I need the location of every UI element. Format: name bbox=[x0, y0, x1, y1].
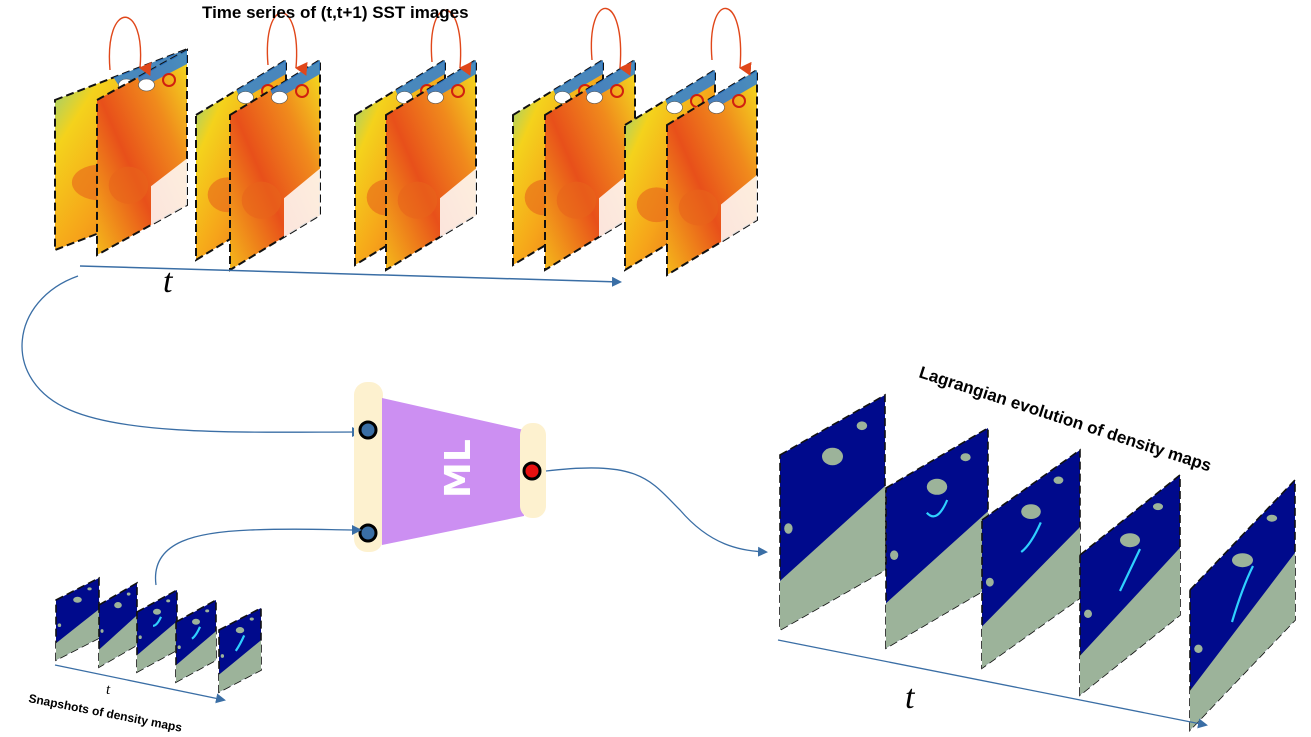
sst-image-panel bbox=[229, 58, 321, 272]
density-snapshot-series bbox=[55, 576, 262, 694]
ml-output-node bbox=[522, 461, 542, 481]
pair-arrow bbox=[710, 7, 752, 76]
density-map-panel bbox=[1189, 478, 1296, 732]
pair-arrow bbox=[590, 7, 632, 76]
sst-time-axis bbox=[79, 265, 622, 287]
sst-image-panel bbox=[666, 68, 758, 277]
density-map-panel bbox=[885, 426, 989, 650]
density-map-panel bbox=[218, 606, 262, 694]
pair-arrow bbox=[266, 12, 308, 76]
sst-title: Time series of (t,t+1) SST images bbox=[202, 3, 469, 22]
density-map-panel bbox=[136, 588, 178, 674]
lagrangian-density-series bbox=[779, 393, 1296, 732]
lagrangian-time-label: t bbox=[905, 679, 916, 716]
ml-label: ML bbox=[438, 439, 479, 498]
ml-body bbox=[382, 398, 524, 545]
sst-to-ml-connector bbox=[21, 275, 362, 438]
sst-image-panel bbox=[385, 58, 477, 272]
density-snapshot-time-label: t bbox=[106, 682, 111, 698]
density-map-panel bbox=[1079, 473, 1181, 697]
ml-model-block: ML bbox=[354, 382, 546, 552]
density-map-panel bbox=[981, 448, 1081, 670]
density-map-panel bbox=[55, 576, 100, 662]
density-map-panel bbox=[779, 393, 886, 632]
lagrangian-time-axis bbox=[777, 639, 1208, 729]
ml-input-node-sst bbox=[358, 420, 378, 440]
density-map-panel bbox=[175, 598, 217, 684]
sst-pair-arrows bbox=[108, 7, 752, 76]
ml-input-node-density bbox=[358, 523, 378, 543]
sst-image-panel bbox=[96, 48, 188, 257]
sst-image-series bbox=[54, 48, 758, 277]
pair-arrow bbox=[108, 16, 152, 76]
sst-time-label: t bbox=[163, 263, 174, 300]
density-to-ml-connector bbox=[154, 524, 362, 586]
ml-to-output-connector bbox=[545, 467, 768, 557]
density-snapshot-time-axis bbox=[54, 664, 226, 704]
pair-arrow bbox=[430, 9, 472, 76]
density-map-panel bbox=[98, 581, 138, 669]
